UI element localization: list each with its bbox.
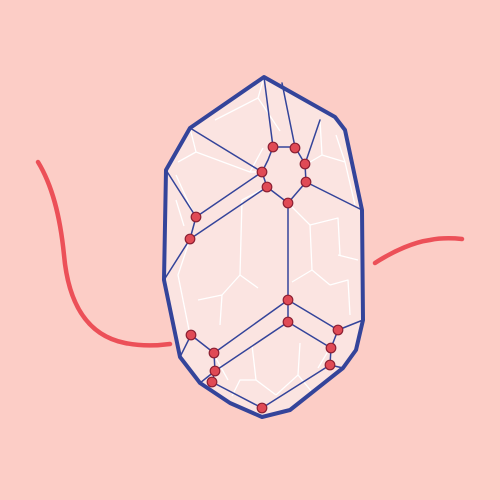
right-curve [372,236,465,266]
nodes [184,141,344,414]
node [282,316,294,328]
node [206,376,218,388]
crystal-body [164,77,363,417]
node [190,211,202,223]
node [289,142,301,154]
node [256,402,268,414]
inner-facet-lines [175,76,359,397]
node [209,365,221,377]
node [325,342,337,354]
node [267,141,279,153]
left-curve [35,159,173,348]
node [261,181,273,193]
node [332,324,344,336]
crystal-outline [162,75,365,419]
node [208,347,220,359]
node [299,158,311,170]
node [282,294,294,306]
node [184,233,196,245]
crystal [162,75,365,419]
node [185,329,197,341]
node [256,166,268,178]
node [282,197,294,209]
node [300,176,312,188]
node [324,359,336,371]
